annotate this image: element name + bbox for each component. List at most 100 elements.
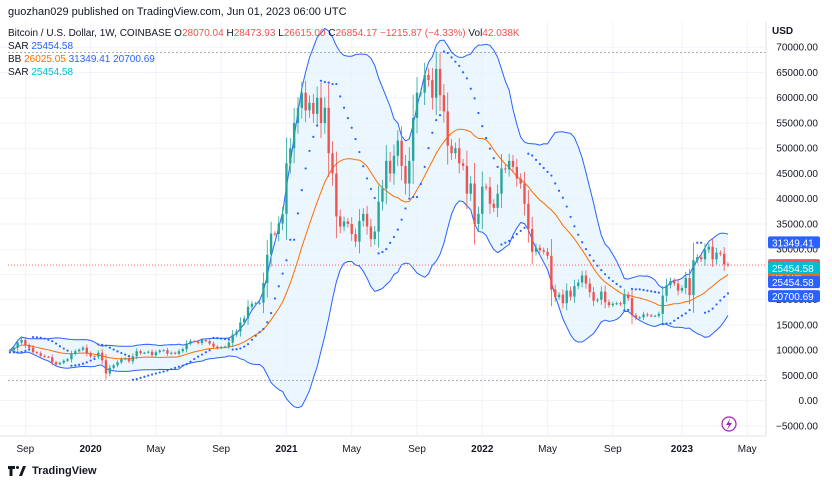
candle-body[interactable] [415,92,419,118]
candle-body[interactable] [673,281,676,284]
candle-body[interactable] [24,340,27,346]
candle-body[interactable] [703,249,707,260]
candle-body[interactable] [173,352,177,354]
candle-body[interactable] [515,166,519,179]
candle-body[interactable] [43,355,46,357]
candle-body[interactable] [692,260,695,296]
candle-body[interactable] [166,350,169,354]
candle-body[interactable] [342,221,346,227]
candle-body[interactable] [339,216,342,227]
candle-body[interactable] [335,173,338,217]
candle-body[interactable] [496,193,499,208]
candle-body[interactable] [39,353,42,356]
candle-body[interactable] [162,350,165,352]
candle-body[interactable] [419,92,423,94]
candle-body[interactable] [97,352,100,357]
candle-body[interactable] [477,213,480,224]
candle-body[interactable] [492,203,495,208]
candle-body[interactable] [85,347,88,354]
candle-body[interactable] [696,257,699,261]
candle-body[interactable] [461,163,465,166]
candle-body[interactable] [465,165,469,194]
candle-body[interactable] [435,68,438,98]
candle-body[interactable] [189,341,192,344]
candle-body[interactable] [473,183,476,224]
candle-body[interactable] [158,350,161,353]
candle-body[interactable] [54,362,58,365]
candle-body[interactable] [219,347,223,349]
candle-body[interactable] [177,351,181,354]
candle-body[interactable] [196,341,200,344]
candle-body[interactable] [450,145,453,154]
candle-body[interactable] [208,341,211,344]
lightning-icon[interactable] [721,416,737,432]
candle-body[interactable] [185,343,188,350]
candle-body[interactable] [596,299,599,301]
candle-body[interactable] [346,221,350,224]
candle-body[interactable] [200,340,204,344]
candle-body[interactable] [584,275,588,284]
candle-body[interactable] [657,313,661,316]
candle-body[interactable] [607,302,611,306]
candle-body[interactable] [212,343,215,347]
candle-body[interactable] [523,183,526,204]
candle-body[interactable] [47,356,50,358]
candle-body[interactable] [358,220,361,242]
candle-body[interactable] [626,294,630,299]
candle-body[interactable] [150,351,154,356]
candle-body[interactable] [711,246,714,260]
candle-body[interactable] [511,160,515,167]
candle-body[interactable] [323,107,327,123]
candle-body[interactable] [100,352,104,361]
candle-body[interactable] [392,155,396,174]
candle-body[interactable] [561,294,565,304]
candle-body[interactable] [28,345,31,348]
candle-body[interactable] [281,213,284,224]
candle-body[interactable] [715,252,718,260]
candle-body[interactable] [504,168,507,170]
candle-body[interactable] [427,75,430,81]
candle-body[interactable] [289,148,292,164]
candle-body[interactable] [554,289,557,298]
candle-body[interactable] [12,347,16,351]
candle-body[interactable] [569,290,572,297]
candle-body[interactable] [446,111,449,146]
candle-body[interactable] [615,303,618,305]
candle-body[interactable] [277,223,280,235]
candle-body[interactable] [573,286,576,297]
candle-body[interactable] [688,277,691,296]
candle-body[interactable] [442,95,446,112]
candle-body[interactable] [661,295,664,314]
price-axis[interactable]: USD −5000.00 0.00 5000.00 10000.00 15000.00 20… [765,22,818,436]
candle-body[interactable] [154,352,158,356]
candle-body[interactable] [120,359,123,363]
candle-body[interactable] [170,352,173,354]
candle-body[interactable] [519,178,522,184]
candle-body[interactable] [726,264,730,266]
candle-body[interactable] [642,314,645,318]
candle-body[interactable] [269,233,273,255]
candle-body[interactable] [147,351,150,353]
time-axis[interactable]: Sep 2020 May Sep 2021 May Sep 2022 May Sep 2023 May [0,416,766,455]
candle-body[interactable] [369,226,373,240]
candle-body[interactable] [722,253,726,265]
candle-body[interactable] [538,247,542,251]
candle-body[interactable] [235,331,238,335]
candle-body[interactable] [273,233,277,235]
candle-body[interactable] [262,283,265,303]
candle-body[interactable] [619,303,622,305]
candle-body[interactable] [81,347,85,350]
candle-body[interactable] [680,288,684,291]
candle-body[interactable] [62,360,65,363]
candle-body[interactable] [423,75,426,93]
candle-body[interactable] [16,342,19,348]
candle-body[interactable] [254,303,257,305]
candle-body[interactable] [484,186,488,188]
candle-body[interactable] [300,92,303,108]
candle-body[interactable] [385,160,388,189]
candle-body[interactable] [630,298,634,316]
candle-body[interactable] [469,183,472,194]
candle-body[interactable] [623,294,626,305]
candle-body[interactable] [223,346,227,348]
